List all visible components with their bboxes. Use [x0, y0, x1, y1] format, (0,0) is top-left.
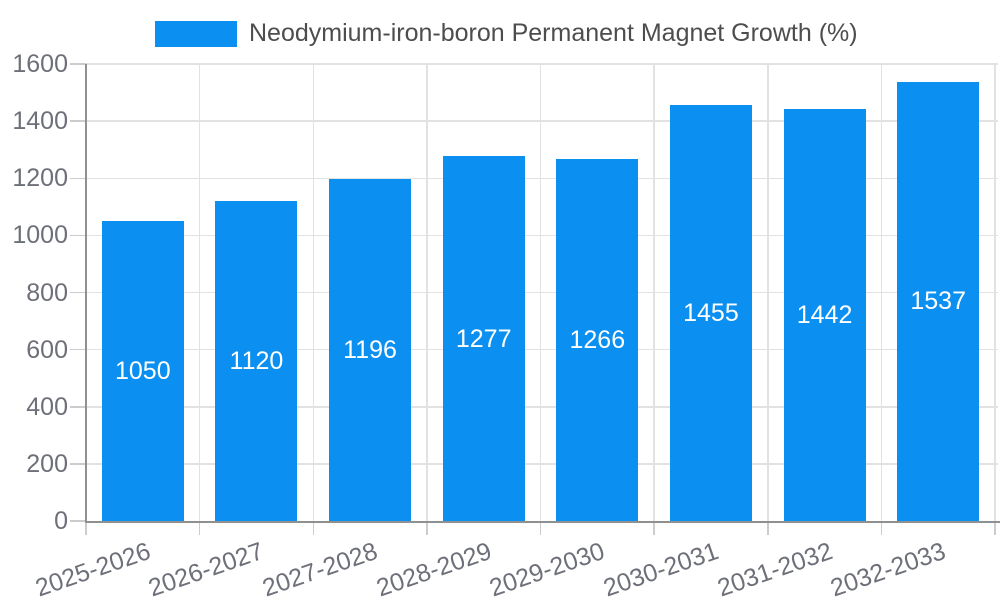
y-axis-label: 200: [26, 449, 68, 478]
bar[interactable]: [101, 221, 184, 521]
bar-value-label: 1442: [796, 301, 853, 330]
gridline-horizontal: [86, 63, 998, 65]
bar-value-label: 1277: [455, 324, 512, 353]
y-axis-label: 600: [26, 335, 68, 364]
gridline-horizontal: [86, 406, 998, 408]
y-axis-label: 1400: [12, 107, 68, 136]
gridline-vertical: [653, 64, 655, 521]
y-axis-tick: [70, 120, 86, 122]
x-axis-tick: [880, 521, 883, 535]
y-axis-tick: [70, 291, 86, 294]
bar[interactable]: [669, 105, 752, 521]
x-axis-tick: [312, 521, 314, 535]
y-axis-line: [85, 64, 87, 523]
y-axis-tick: [70, 63, 86, 65]
y-axis-tick: [70, 348, 86, 351]
x-axis-tick: [653, 521, 655, 535]
legend[interactable]: Neodymium-iron-boron Permanent Magnet Gr…: [155, 19, 858, 48]
bar-value-label: 1050: [115, 357, 171, 386]
legend-label: Neodymium-iron-boron Permanent Magnet Gr…: [249, 19, 858, 47]
bar-value-label: 1455: [683, 299, 739, 328]
bar[interactable]: [783, 109, 866, 521]
gridline-vertical: [198, 64, 201, 521]
bar[interactable]: [215, 201, 298, 521]
gridline-vertical: [880, 64, 883, 521]
bar[interactable]: [442, 156, 525, 521]
x-axis-tick: [539, 521, 542, 535]
bar-value-label: 1196: [343, 336, 397, 365]
gridline-vertical: [426, 64, 428, 521]
x-axis-tick: [85, 521, 87, 535]
gridline-horizontal: [86, 234, 998, 237]
bar-value-label: 1120: [229, 347, 284, 376]
y-axis-tick: [70, 463, 86, 465]
gridline-horizontal: [86, 463, 998, 465]
gridline-vertical: [767, 64, 769, 521]
bar-value-label: 1266: [569, 326, 626, 355]
gridline-horizontal: [86, 120, 998, 122]
x-axis-line: [85, 521, 1000, 523]
y-axis-label: 1600: [12, 50, 68, 78]
gridline-horizontal: [86, 177, 998, 179]
y-axis-label: 400: [26, 392, 68, 421]
y-axis-tick: [70, 406, 86, 408]
bar[interactable]: [556, 159, 639, 521]
x-axis-tick: [426, 521, 428, 535]
y-axis-tick: [70, 177, 86, 179]
x-axis-tick: [767, 521, 769, 535]
gridline-vertical: [312, 64, 314, 521]
bar-value-label: 1537: [910, 287, 966, 316]
legend-swatch: [155, 20, 237, 47]
x-axis-tick: [994, 521, 996, 535]
gridline-horizontal: [86, 291, 998, 294]
y-axis-label: 800: [26, 278, 68, 307]
gridline-vertical: [539, 64, 542, 521]
y-axis-label: 1000: [12, 221, 68, 250]
bar[interactable]: [897, 81, 980, 521]
x-axis-tick: [198, 521, 201, 535]
gridline-horizontal: [86, 348, 998, 351]
y-axis-tick: [70, 234, 86, 237]
y-axis-label: 0: [54, 507, 68, 535]
gridline-vertical: [994, 64, 996, 521]
y-axis-tick: [70, 520, 86, 522]
bar[interactable]: [329, 179, 412, 521]
y-axis-label: 1200: [12, 164, 68, 193]
